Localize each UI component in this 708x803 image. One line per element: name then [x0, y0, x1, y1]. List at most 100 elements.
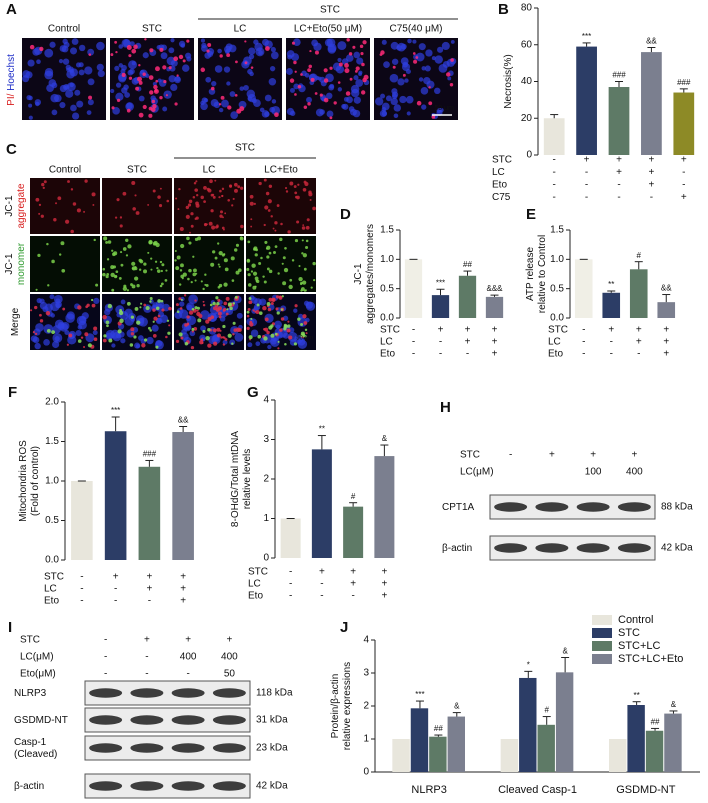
cell [111, 343, 116, 348]
cell [51, 259, 55, 264]
column-label: LC+Eto(50 μM) [294, 24, 362, 35]
scale-bar-label: 50 μm [296, 336, 313, 342]
cell [247, 342, 253, 348]
cell [51, 109, 58, 116]
label-line: ATP release [525, 247, 536, 302]
row-label: β-actin [442, 543, 472, 554]
cell [247, 273, 251, 277]
cell [103, 236, 108, 241]
cell [280, 308, 284, 311]
cell [310, 286, 313, 289]
x-tick-label: Cleaved Casp-1 [498, 784, 577, 796]
cell [29, 44, 35, 50]
cell [270, 215, 273, 218]
cell [47, 284, 50, 287]
cell [212, 301, 216, 306]
cell [178, 283, 182, 286]
significance: && [661, 284, 672, 293]
cell [126, 289, 130, 292]
cell [194, 306, 198, 310]
cell [170, 38, 175, 43]
header-mark: + [144, 635, 150, 646]
band [89, 781, 123, 791]
cell [269, 66, 276, 72]
cell [67, 82, 76, 91]
cell [39, 46, 44, 52]
cell [293, 308, 298, 313]
cell [424, 65, 431, 72]
cell [356, 57, 364, 65]
cell [144, 338, 148, 342]
cell [211, 225, 216, 230]
cell [131, 48, 137, 54]
cell [300, 73, 303, 76]
significance: ### [677, 78, 691, 87]
micrograph [174, 236, 244, 292]
cell [38, 203, 42, 207]
cell [32, 48, 40, 56]
cell [264, 205, 269, 210]
cell [118, 277, 122, 280]
band [89, 715, 123, 725]
condition-mark: - [553, 155, 556, 166]
cell [305, 239, 309, 243]
cell [194, 299, 197, 302]
y-tick-label: 2.0 [45, 397, 59, 408]
cell [58, 253, 62, 256]
condition-mark: - [148, 596, 151, 607]
cell [133, 335, 137, 339]
condition-mark: - [582, 337, 585, 348]
cell [251, 263, 256, 268]
condition-mark: + [381, 591, 387, 602]
cell [112, 107, 120, 115]
cell [175, 197, 178, 200]
cell [277, 347, 280, 350]
cell [298, 276, 303, 282]
cell [200, 310, 210, 320]
cell [327, 45, 337, 54]
micrograph [102, 178, 172, 234]
cell [93, 326, 98, 331]
cell [209, 303, 213, 307]
cell [282, 315, 289, 321]
cell [34, 332, 38, 336]
cell [153, 88, 159, 94]
micrograph-background [102, 236, 172, 292]
cell [42, 186, 45, 190]
cell [229, 306, 233, 311]
bar [641, 52, 662, 155]
cell [337, 87, 343, 92]
cell [244, 40, 247, 43]
condition-mark: + [648, 155, 654, 166]
condition-mark: - [582, 349, 585, 360]
cell [130, 315, 135, 319]
cell [213, 341, 218, 346]
cell [178, 40, 186, 48]
condition-label: LC [248, 579, 261, 590]
cell [254, 42, 263, 52]
cell [142, 104, 147, 110]
cell [179, 269, 183, 272]
label-line: JC-1 [4, 195, 15, 217]
cell [249, 322, 254, 327]
column-label: LC [203, 165, 216, 176]
significance: ## [651, 718, 660, 727]
cell [168, 324, 171, 327]
cell [165, 335, 168, 339]
cell [252, 271, 258, 276]
cell [41, 182, 45, 187]
cell [145, 73, 150, 78]
y-tick-label: 1.5 [550, 225, 564, 236]
cell [217, 311, 222, 316]
cell [446, 72, 451, 77]
cell [219, 54, 223, 58]
cell [159, 284, 163, 288]
cell [174, 76, 181, 82]
bar [374, 456, 395, 558]
cell [118, 310, 124, 316]
cell [229, 339, 236, 346]
cell [290, 110, 296, 117]
cell [301, 252, 304, 255]
cell [87, 99, 94, 106]
cell [258, 311, 263, 315]
